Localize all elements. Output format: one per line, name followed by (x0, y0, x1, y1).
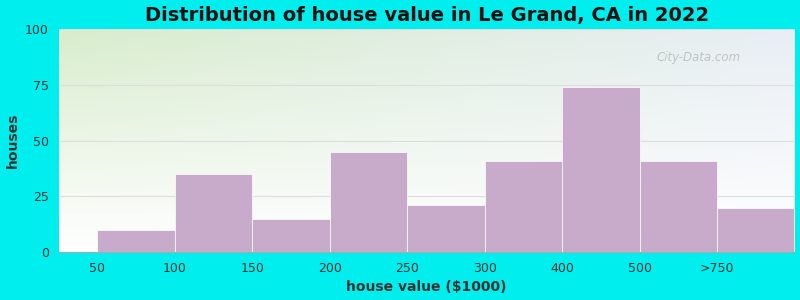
Bar (175, 174, 252, 252)
Y-axis label: houses: houses (6, 113, 19, 168)
Bar (639, 160, 717, 252)
Bar (407, 205, 485, 252)
Bar (330, 152, 407, 252)
Title: Distribution of house value in Le Grand, CA in 2022: Distribution of house value in Le Grand,… (145, 6, 709, 25)
X-axis label: house value ($1000): house value ($1000) (346, 280, 507, 294)
Bar (562, 87, 639, 252)
Bar (98, 230, 175, 252)
Bar (485, 160, 562, 252)
Bar (252, 219, 330, 252)
Bar (717, 208, 794, 252)
Text: City-Data.com: City-Data.com (657, 51, 741, 64)
